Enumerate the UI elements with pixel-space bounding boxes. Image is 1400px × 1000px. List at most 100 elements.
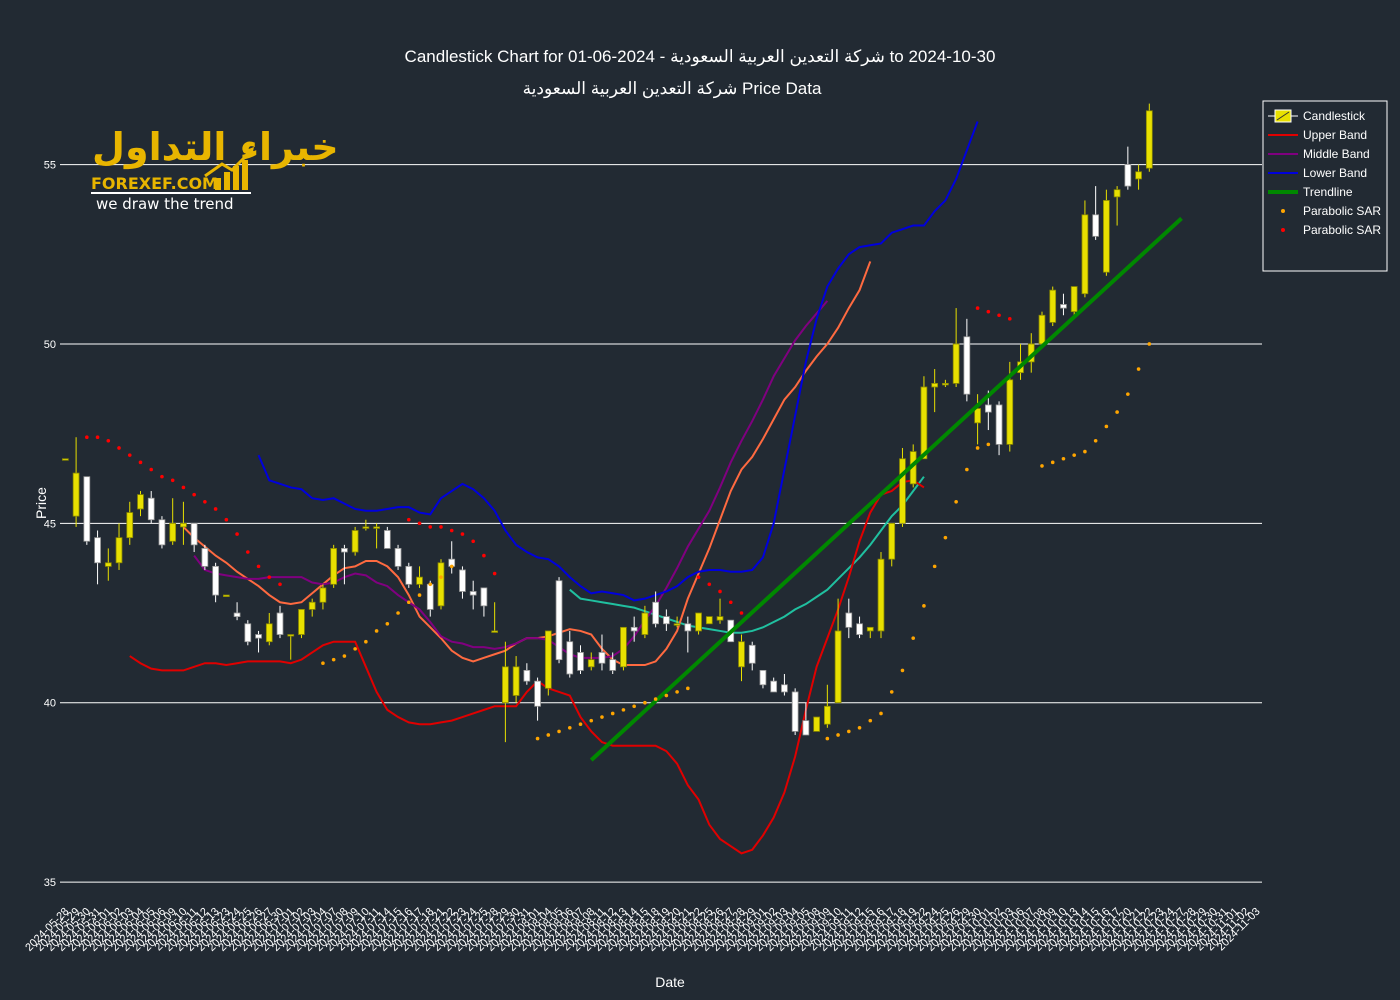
candle-body: [362, 526, 370, 529]
candle-body: [963, 336, 971, 395]
candle-body: [265, 623, 273, 643]
candle-body: [598, 652, 606, 664]
sar-dot-below: [557, 729, 561, 734]
sar-dot-below: [385, 621, 390, 626]
legend-item-upper[interactable]: Upper Band: [1268, 128, 1367, 142]
sar-dot-below: [439, 575, 443, 579]
sar-dot-below: [321, 661, 325, 666]
sar-dot-above: [106, 439, 111, 443]
candle-body: [341, 548, 348, 553]
candle-body: [813, 716, 820, 732]
candle: [1145, 103, 1153, 172]
legend-item-trend[interactable]: Trendline: [1268, 185, 1353, 199]
sar-dot-above: [213, 507, 218, 511]
upper-band-line: [129, 479, 925, 855]
ma-long-line: [569, 476, 925, 634]
logo-bars-icon: [204, 147, 254, 190]
candle: [137, 491, 144, 517]
sar-dot-above: [192, 492, 196, 497]
sar-dot-above: [428, 525, 433, 529]
legend-item-sar1[interactable]: Parabolic SAR: [1281, 204, 1381, 218]
sar-dot-below: [922, 604, 926, 608]
candle: [652, 591, 659, 628]
candle: [673, 616, 681, 628]
candle-body: [823, 705, 831, 725]
legend-dot-symbol: [1281, 209, 1285, 213]
candle: [716, 598, 724, 624]
sar-dot-below: [1040, 464, 1044, 468]
candle: [115, 523, 123, 570]
sar-dot-below: [686, 686, 690, 691]
candle: [856, 616, 863, 639]
candle-body: [373, 526, 380, 529]
legend-item-lower[interactable]: Lower Band: [1268, 166, 1367, 180]
candle: [963, 318, 971, 402]
candle-body: [899, 458, 906, 524]
sar-dot-above: [181, 485, 186, 490]
sar-dot-below: [1072, 453, 1076, 457]
candle: [663, 609, 670, 631]
logo-tagline: we draw the trend: [96, 195, 234, 213]
candle-body: [609, 659, 617, 671]
sar-dot-above: [246, 550, 250, 554]
candle-body: [83, 476, 91, 542]
sar-dot-below: [535, 736, 540, 741]
candle: [748, 641, 756, 671]
candle: [566, 630, 574, 678]
sar-dot-below: [975, 446, 980, 450]
y-tick-label: 35: [44, 877, 56, 889]
candle-body: [802, 720, 810, 736]
sar-dot-below: [567, 726, 572, 730]
legend-item-sar2[interactable]: Parabolic SAR: [1281, 223, 1381, 237]
candle: [630, 616, 638, 642]
candle: [201, 544, 209, 570]
sar-dot-below: [653, 697, 658, 701]
candle: [759, 670, 767, 689]
sar-dot-above: [224, 517, 229, 522]
candle-body: [931, 383, 939, 388]
sar-dot-above: [235, 532, 239, 536]
legend[interactable]: Candlestick Upper Band Middle Band Lower Ba…: [1262, 100, 1388, 272]
candle: [544, 630, 552, 696]
candle: [1103, 189, 1110, 276]
candle: [791, 688, 799, 735]
sar-dot-above: [696, 575, 701, 579]
sar-dot-below: [449, 564, 454, 569]
legend-item-candle[interactable]: Candlestick: [1268, 109, 1366, 123]
candle: [845, 598, 853, 639]
candle-body: [222, 594, 230, 597]
legend-label: Middle Band: [1303, 147, 1370, 161]
candle-body: [244, 623, 252, 643]
y-axis-title: Price: [33, 487, 49, 519]
legend-item-middle[interactable]: Middle Band: [1268, 147, 1370, 161]
candle-body: [705, 616, 713, 625]
candle: [491, 602, 499, 633]
candle: [394, 544, 402, 570]
candle: [577, 645, 584, 674]
candle: [899, 447, 906, 527]
candle-body: [1038, 314, 1046, 345]
candle: [888, 522, 896, 567]
candle-body: [233, 612, 241, 617]
candle-body: [738, 641, 745, 668]
legend-label: Parabolic SAR: [1303, 204, 1381, 218]
sar-dot-below: [868, 718, 873, 723]
candle-body: [620, 626, 627, 668]
candle: [244, 620, 252, 646]
candle: [62, 458, 69, 461]
candle-body: [319, 587, 327, 603]
candle-body: [577, 652, 584, 671]
sar-dot-below: [406, 600, 411, 605]
candle-body: [770, 680, 778, 693]
legend-label: Upper Band: [1303, 128, 1367, 142]
candle-body: [405, 565, 413, 585]
candle: [362, 519, 370, 531]
y-axis-ticks: 35 40 45 50 55: [44, 160, 56, 889]
candle-body: [974, 408, 981, 424]
sar-dot-below: [1061, 456, 1066, 461]
candle-body: [383, 530, 391, 549]
sar-dot-above: [117, 446, 121, 450]
candle-body: [695, 612, 702, 632]
legend-label: Candlestick: [1303, 109, 1366, 123]
